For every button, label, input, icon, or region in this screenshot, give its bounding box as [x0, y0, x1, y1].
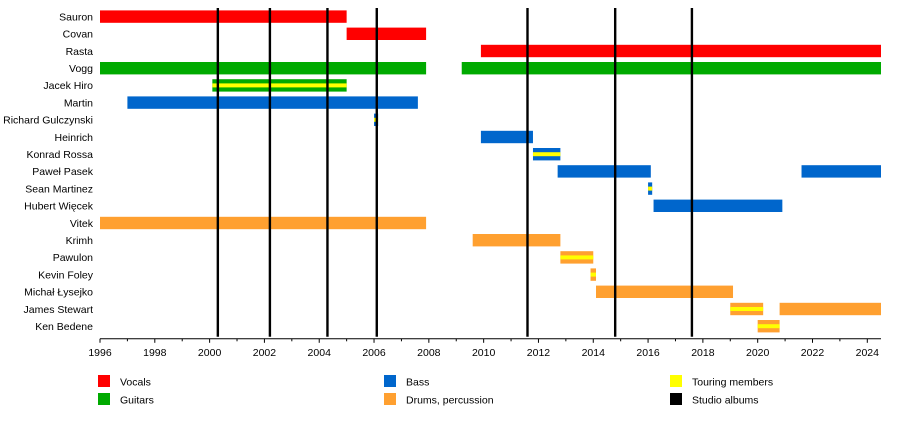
x-tick-label-2010: 2010 [472, 347, 496, 359]
member-label-vitek: Vitek [70, 218, 94, 230]
x-tick-label-2014: 2014 [582, 347, 606, 359]
member-label-heinrich: Heinrich [54, 132, 93, 144]
member-label-ken-bedene: Ken Bedene [35, 321, 93, 333]
member-label-pawe-pasek: Paweł Pasek [32, 166, 93, 178]
legend-swatch-guitars [98, 393, 110, 405]
x-tick-label-2018: 2018 [691, 347, 715, 359]
bar-covan-1 [346, 27, 427, 40]
bar-rasta-1 [480, 44, 881, 58]
bar-vogg-2 [461, 62, 881, 75]
x-tick-label-2002: 2002 [253, 347, 277, 359]
bar-martin-1 [127, 96, 418, 109]
legend-label-albums: Studio albums [692, 395, 759, 407]
bar-micha-ysejko-1 [596, 285, 734, 298]
member-label-kevin-foley: Kevin Foley [38, 269, 94, 281]
member-label-martin: Martin [64, 97, 93, 109]
x-tick-label-1998: 1998 [143, 347, 167, 359]
member-label-rasta: Rasta [66, 46, 94, 58]
member-label-sauron: Sauron [59, 11, 93, 23]
member-label-vogg: Vogg [69, 63, 93, 75]
bar-sean-martinez-1-touring-stripe [648, 186, 653, 191]
bar-krimh-1 [472, 234, 561, 247]
legend-swatch-bass [384, 375, 396, 387]
legend-label-bass: Bass [406, 377, 429, 389]
legend-label-vocals: Vocals [120, 377, 151, 389]
member-label-krimh: Krimh [66, 235, 94, 247]
legend-label-touring: Touring members [692, 377, 773, 389]
member-label-covan: Covan [63, 29, 94, 41]
bar-james-stewart-1-touring-stripe [730, 307, 764, 311]
x-tick-label-1996: 1996 [88, 347, 112, 359]
bar-pawe-pasek-1 [557, 165, 651, 178]
bar-pawulon-1-touring-stripe [560, 255, 594, 260]
legend-swatch-vocals [98, 375, 110, 387]
member-label-konrad-rossa: Konrad Rossa [26, 149, 93, 161]
x-tick-label-2012: 2012 [527, 347, 551, 359]
bar-vitek-1 [100, 216, 427, 230]
bar-vogg-1 [100, 62, 427, 75]
bar-kevin-foley-1-touring-stripe [590, 272, 597, 277]
member-label-james-stewart: James Stewart [24, 304, 94, 316]
x-tick-label-2016: 2016 [636, 347, 660, 359]
bar-james-stewart-2 [779, 302, 881, 316]
x-tick-label-2008: 2008 [417, 347, 441, 359]
bar-pawe-pasek-2 [801, 165, 881, 178]
member-bars [100, 10, 881, 333]
legend-label-drums: Drums, percussion [406, 395, 494, 407]
bar-hubert-wie-cek-1 [653, 199, 783, 212]
x-tick-label-2022: 2022 [801, 347, 825, 359]
member-label-pawulon: Pawulon [53, 252, 93, 264]
bar-konrad-rossa-1-touring-stripe [532, 152, 561, 157]
x-tick-label-2004: 2004 [308, 347, 332, 359]
x-tick-label-2000: 2000 [198, 347, 222, 359]
member-label-hubert-wie-cek: Hubert Więcek [24, 201, 94, 213]
legend-swatch-drums [384, 393, 396, 405]
bar-sauron-1 [100, 10, 347, 23]
legend-label-guitars: Guitars [120, 395, 154, 407]
x-tick-label-2020: 2020 [746, 347, 770, 359]
x-tick-label-2006: 2006 [362, 347, 386, 359]
bar-jacek-hiro-1-touring-stripe [212, 83, 347, 88]
member-label-richard-gulczynski: Richard Gulczynski [3, 115, 93, 127]
x-tick-label-2024: 2024 [856, 347, 880, 359]
bar-heinrich-1 [480, 130, 533, 144]
legend-swatch-albums [670, 393, 682, 405]
bar-ken-bedene-1-touring-stripe [757, 324, 780, 329]
member-label-micha-ysejko: Michał Łysejko [24, 287, 93, 299]
member-label-sean-martinez: Sean Martinez [25, 183, 93, 195]
legend-swatch-touring [670, 375, 682, 387]
member-label-jacek-hiro: Jacek Hiro [43, 80, 93, 92]
